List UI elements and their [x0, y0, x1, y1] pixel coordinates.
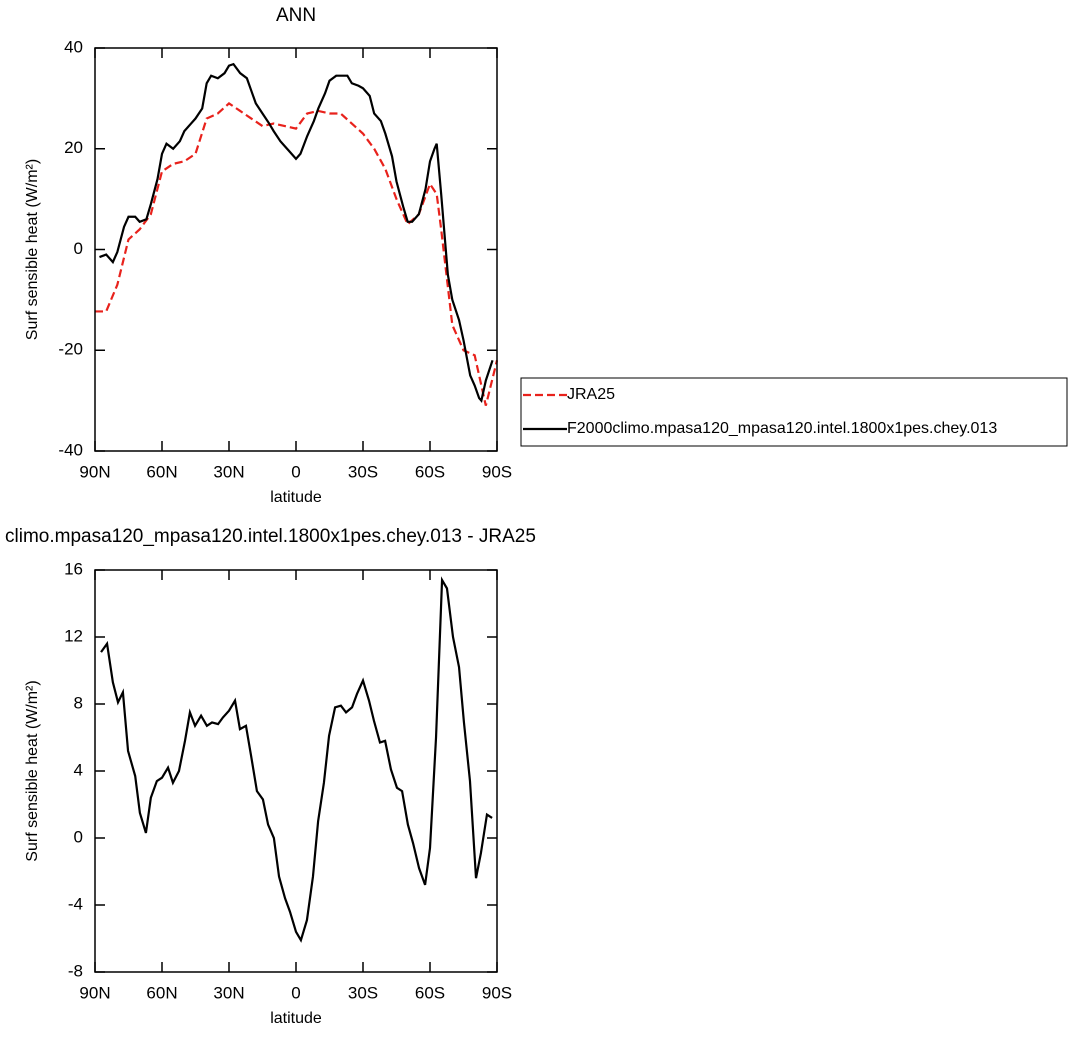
- x-tick-label: 30N: [213, 983, 244, 1002]
- y-axis-label: Surf sensible heat (W/m²): [24, 680, 41, 861]
- y-tick-label: -4: [68, 894, 83, 913]
- chart-title: ANN: [276, 5, 316, 26]
- y-tick-label: 20: [64, 138, 83, 157]
- x-tick-label: 0: [291, 983, 300, 1002]
- data-line: [95, 102, 499, 406]
- plot-frame: [94, 569, 498, 973]
- y-tick-label: 8: [74, 693, 83, 712]
- plot-frame: [94, 47, 498, 452]
- y-axis-label: Surf sensible heat (W/m²): [24, 159, 41, 340]
- y-tick-label: 0: [74, 827, 83, 846]
- x-tick-label: 30S: [348, 462, 378, 481]
- x-tick-label: 90S: [482, 983, 512, 1002]
- legend-box: [520, 377, 1068, 447]
- x-tick-label: 30N: [213, 462, 244, 481]
- x-tick-label: 0: [291, 462, 300, 481]
- y-tick-label: 40: [64, 37, 83, 56]
- y-tick-label: -20: [58, 340, 83, 359]
- data-line: [100, 576, 493, 943]
- legend-label: JRA25: [567, 386, 615, 403]
- x-tick-label: 90N: [79, 462, 110, 481]
- x-tick-label: 60S: [415, 462, 445, 481]
- chart-title: climo.mpasa120_mpasa120.intel.1800x1pes.…: [5, 526, 536, 547]
- x-tick-label: 30S: [348, 983, 378, 1002]
- x-tick-label: 60S: [415, 983, 445, 1002]
- x-tick-label: 60N: [146, 983, 177, 1002]
- y-tick-label: 12: [64, 626, 83, 645]
- data-line: [99, 62, 494, 403]
- x-axis-label: latitude: [270, 489, 322, 506]
- y-tick-label: -40: [58, 440, 83, 459]
- y-tick-label: 0: [74, 239, 83, 258]
- y-tick-label: -8: [68, 961, 83, 980]
- x-tick-label: 90N: [79, 983, 110, 1002]
- x-tick-label: 90S: [482, 462, 512, 481]
- x-axis-label: latitude: [270, 1010, 322, 1027]
- y-tick-label: 4: [74, 760, 83, 779]
- legend-label: F2000climo.mpasa120_mpasa120.intel.1800x…: [567, 420, 997, 437]
- y-tick-label: 16: [64, 559, 83, 578]
- x-tick-label: 60N: [146, 462, 177, 481]
